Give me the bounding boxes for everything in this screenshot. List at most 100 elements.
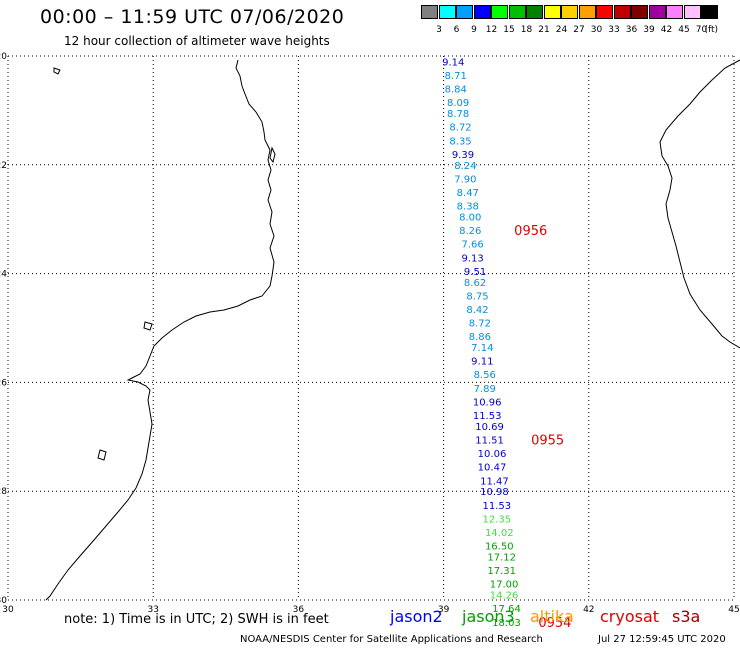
wave-height-value: 11.47: [480, 476, 509, 487]
wave-height-value: 14.26: [490, 591, 519, 602]
wave-height-value: 16.50: [485, 542, 514, 553]
wave-height-value: 8.86: [469, 332, 491, 343]
scale-tick-label: 3: [436, 25, 442, 35]
wave-height-value: 9.14: [442, 57, 464, 68]
satellite-name: jason2: [390, 607, 443, 626]
wave-height-value: 17.12: [487, 552, 516, 563]
x-tick-label: 39: [438, 605, 450, 615]
wave-height-value: 14.02: [485, 528, 514, 539]
scale-swatch: [456, 5, 473, 19]
wave-height-value: 8.38: [457, 202, 479, 213]
wave-height-value: 12.35: [483, 514, 512, 525]
wave-height-value: 8.71: [445, 71, 467, 82]
x-tick-label: 45: [728, 605, 739, 615]
scale-tick-label: 39: [643, 25, 655, 35]
wave-height-value: 10.47: [478, 463, 507, 474]
scale-tick-label: 21: [538, 25, 550, 35]
wave-height-value: 9.51: [464, 267, 486, 278]
scale-swatch: [578, 5, 596, 19]
pass-time-label: 0954: [538, 616, 571, 631]
wave-height-value: 8.47: [457, 188, 479, 199]
wave-height-value: 9.13: [462, 253, 484, 264]
satellite-name: cryosat: [600, 607, 660, 626]
page-title: 00:00 – 11:59 UTC 07/06/2020: [40, 6, 345, 28]
x-tick-label: 36: [293, 605, 305, 615]
wave-height-value: 8.24: [454, 161, 476, 172]
wave-height-value: 8.72: [449, 123, 471, 134]
scale-swatch: [596, 5, 613, 19]
lesotho-border: [97, 449, 107, 461]
wave-height-value: 8.09: [447, 98, 469, 109]
scale-swatch: [421, 5, 438, 19]
wave-height-value: 8.75: [466, 291, 488, 302]
wave-height-value: 8.72: [469, 319, 491, 330]
wave-height-value: 9.39: [452, 150, 474, 161]
scale-swatch: [491, 5, 508, 19]
wave-height-value: 7.66: [462, 240, 484, 251]
y-tick-label: -26: [0, 378, 7, 388]
inhaca-island: [143, 321, 153, 331]
wave-height-value: 10.06: [478, 449, 507, 460]
scale-swatch: [701, 5, 718, 19]
africa-coastline: [45, 59, 275, 601]
scale-swatch: [508, 5, 526, 19]
x-tick-label: 33: [147, 605, 158, 615]
wave-height-value: 11.53: [473, 411, 502, 422]
page-subtitle: 12 hour collection of altimeter wave hei…: [64, 34, 330, 48]
scale-swatch: [648, 5, 666, 19]
wave-height-value: 17.00: [490, 580, 519, 591]
scale-tick-label: 18: [520, 25, 533, 35]
x-tick-label: 30: [2, 605, 14, 615]
wave-height-value: 11.51: [475, 436, 504, 447]
wave-height-labels: 9.14 8.71 8.84 8.098.78 8.72 8.35 9.398.24 7.90…: [442, 57, 521, 628]
wave-height-value: 7.89: [474, 384, 496, 395]
wave-height-value: 9.11: [471, 357, 493, 368]
wave-height-value: 7.14: [471, 343, 493, 354]
coastlines: [45, 59, 740, 601]
scale-tick-label: 70: [695, 25, 708, 35]
wave-height-value: 8.56: [474, 370, 496, 381]
scale-swatch: [631, 5, 648, 19]
scale-tick-label: 6: [453, 25, 460, 35]
satellite-name: altika: [530, 607, 574, 626]
scale-tick-label: 33: [608, 25, 620, 35]
scale-swatch: [683, 5, 701, 19]
generation-timestamp: Jul 27 12:59:45 UTC 2020: [598, 634, 726, 645]
wave-height-value: 10.69: [475, 422, 504, 433]
scale-tick-label: 30: [590, 25, 603, 35]
map-grid: 30 33 36 39 42 45 -20 -22 -24 -26 -28 -30: [0, 52, 740, 615]
wave-height-value: 8.84: [445, 85, 467, 96]
satellite-name: s3a: [672, 607, 701, 626]
wave-height-value: 17.31: [487, 566, 516, 577]
scale-tick-label: 15: [503, 25, 515, 35]
y-tick-label: -24: [0, 270, 7, 280]
wave-height-value: 10.98: [480, 487, 509, 498]
bazaruto-island: [269, 146, 276, 164]
wave-height-value: 11.53: [483, 501, 512, 512]
wave-height-value: 8.00: [459, 212, 481, 223]
madagascar-coastline: [659, 59, 740, 349]
wave-height-value: 17.64: [492, 604, 521, 615]
x-tick-label: 42: [583, 605, 594, 615]
footer-note: note: 1) Time is in UTC; 2) SWH is in fe…: [64, 612, 329, 627]
wave-height-value: 8.26: [459, 226, 481, 237]
scale-swatch: [666, 5, 683, 19]
credit-line: NOAA/NESDIS Center for Satellite Applica…: [240, 634, 543, 645]
y-tick-label: -22: [0, 161, 7, 171]
wave-height-value: 7.90: [454, 174, 476, 185]
wave-height-value: 8.42: [466, 305, 488, 316]
scale-tick-label: 42: [660, 25, 673, 35]
scale-tick-label: 45: [678, 25, 690, 35]
scale-swatch: [543, 5, 561, 19]
wave-height-value: 8.62: [464, 278, 486, 289]
scale-swatch: [561, 5, 578, 19]
scale-unit: (ft): [704, 25, 719, 35]
wave-height-value: 10.96: [473, 397, 502, 408]
time-labels: 0956 0955 0954: [514, 224, 571, 631]
scale-tick-label: 36: [625, 25, 638, 35]
satellite-name: jason3: [462, 607, 515, 626]
scale-tick-label: 9: [471, 25, 477, 35]
wave-height-value: 8.78: [447, 109, 469, 120]
scale-swatch: [526, 5, 543, 19]
pass-time-label: 0956: [514, 224, 547, 239]
